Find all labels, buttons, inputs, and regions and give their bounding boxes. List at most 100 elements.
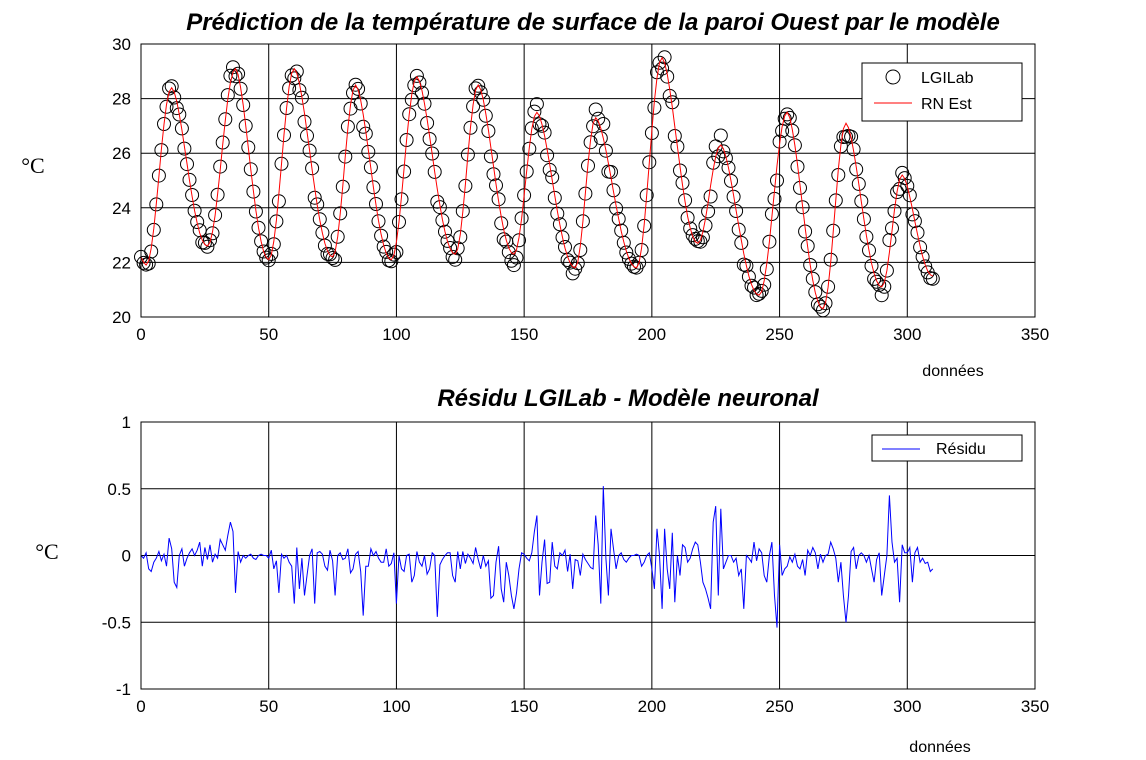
lgilab-point xyxy=(512,233,526,248)
lgilab-point xyxy=(476,92,491,107)
top-chart-x-ticks: 0 50 100 150 200 250 300 350 xyxy=(136,325,1049,344)
lgilab-point xyxy=(379,244,394,259)
lgilab-point xyxy=(506,258,521,273)
lgilab-point xyxy=(680,210,695,225)
top-y-tick-label: 24 xyxy=(112,199,131,218)
top-chart: Prédiction de la température de surface … xyxy=(21,9,1049,380)
lgilab-point xyxy=(570,256,585,271)
lgilab-point xyxy=(159,99,174,114)
top-x-tick-label: 200 xyxy=(638,325,666,344)
lgilab-point xyxy=(907,214,922,229)
lgilab-point xyxy=(713,128,728,143)
lgilab-point xyxy=(718,151,733,166)
lgilab-point xyxy=(259,250,274,265)
lgilab-point xyxy=(366,180,381,195)
lgilab-point xyxy=(338,149,353,164)
lgilab-point xyxy=(455,204,470,219)
lgilab-point xyxy=(389,245,404,259)
lgilab-point xyxy=(762,234,777,249)
lgilab-point xyxy=(233,81,248,96)
lgilab-point xyxy=(466,99,481,114)
lgilab-point xyxy=(200,239,215,254)
lgilab-point xyxy=(805,271,820,286)
lgilab-point xyxy=(356,119,371,134)
lgilab-point xyxy=(591,111,606,126)
lgilab-point xyxy=(274,156,289,171)
lgilab-point xyxy=(624,256,639,271)
lgilab-point xyxy=(284,68,299,83)
lgilab-point xyxy=(915,249,930,264)
lgilab-point xyxy=(412,75,427,90)
lgilab-point xyxy=(174,121,189,136)
lgilab-point xyxy=(185,188,200,202)
lgilab-point xyxy=(785,123,800,138)
lgilab-point xyxy=(588,102,603,117)
lgilab-point xyxy=(432,200,447,215)
lgilab-point xyxy=(900,178,915,193)
lgilab-point xyxy=(770,173,784,188)
lgilab-point xyxy=(348,77,363,92)
lgilab-point xyxy=(593,131,608,146)
bottom-y-tick-label: 0.5 xyxy=(107,480,131,499)
lgilab-point xyxy=(578,186,593,201)
lgilab-point xyxy=(869,274,884,289)
bottom-y-tick-label: -1 xyxy=(116,680,131,699)
lgilab-point xyxy=(703,189,718,204)
bottom-x-tick-label: 200 xyxy=(638,697,666,716)
lgilab-point xyxy=(545,170,560,185)
lgilab-point xyxy=(491,192,506,207)
lgilab-point xyxy=(772,134,787,149)
bottom-chart: Résidu LGILab - Modèle neuronal 0 50 100 15… xyxy=(35,385,1049,756)
bottom-y-tick-label: 1 xyxy=(122,413,131,432)
lgilab-point xyxy=(289,64,304,79)
lgilab-point xyxy=(749,288,764,303)
lgilab-point xyxy=(882,233,897,248)
lgilab-point xyxy=(550,206,565,221)
lgilab-point xyxy=(172,107,187,122)
lgilab-point xyxy=(606,183,621,198)
lgilab-point xyxy=(609,201,624,216)
lgilab-point xyxy=(241,140,256,155)
lgilab-point xyxy=(524,121,539,136)
lgilab-point xyxy=(535,118,549,133)
rn-est-series-line xyxy=(140,56,934,310)
lgilab-point xyxy=(248,204,263,219)
lgilab-point xyxy=(752,286,767,301)
lgilab-point xyxy=(392,215,406,229)
lgilab-point xyxy=(231,66,246,81)
lgilab-point xyxy=(402,107,417,122)
lgilab-point xyxy=(780,107,795,122)
lgilab-point xyxy=(384,254,399,269)
bottom-chart-y-ticks: -1 -0.5 0 0.5 1 xyxy=(102,413,131,699)
lgilab-point xyxy=(330,229,345,244)
lgilab-point xyxy=(721,160,736,175)
lgilab-point xyxy=(445,249,460,264)
lgilab-point xyxy=(854,194,869,209)
bottom-x-tick-label: 0 xyxy=(136,697,145,716)
bottom-chart-legend: Résidu xyxy=(871,434,1023,462)
top-chart-y-ticks: 20 22 24 26 28 30 xyxy=(112,35,131,327)
lgilab-point xyxy=(203,233,217,248)
lgilab-point xyxy=(517,188,532,203)
lgilab-point xyxy=(856,212,871,227)
lgilab-point xyxy=(660,69,675,84)
top-y-tick-label: 22 xyxy=(112,253,131,272)
lgilab-point xyxy=(529,97,544,112)
lgilab-point xyxy=(346,85,360,100)
bottom-chart-title: Résidu LGILab - Modèle neuronal xyxy=(437,385,820,412)
lgilab-point xyxy=(369,197,383,211)
lgilab-point xyxy=(302,143,317,158)
lgilab-point xyxy=(246,184,261,199)
top-y-tick-label: 28 xyxy=(112,90,131,109)
top-x-tick-label: 300 xyxy=(893,325,921,344)
lgilab-point xyxy=(435,213,450,228)
lgilab-point xyxy=(864,258,879,273)
lgilab-point xyxy=(496,232,511,247)
lgilab-point xyxy=(287,71,302,86)
lgilab-point xyxy=(471,78,486,93)
lgilab-point xyxy=(154,143,169,158)
lgilab-point xyxy=(363,160,378,175)
bottom-x-tick-label: 300 xyxy=(893,697,921,716)
bottom-x-tick-label: 350 xyxy=(1021,697,1049,716)
